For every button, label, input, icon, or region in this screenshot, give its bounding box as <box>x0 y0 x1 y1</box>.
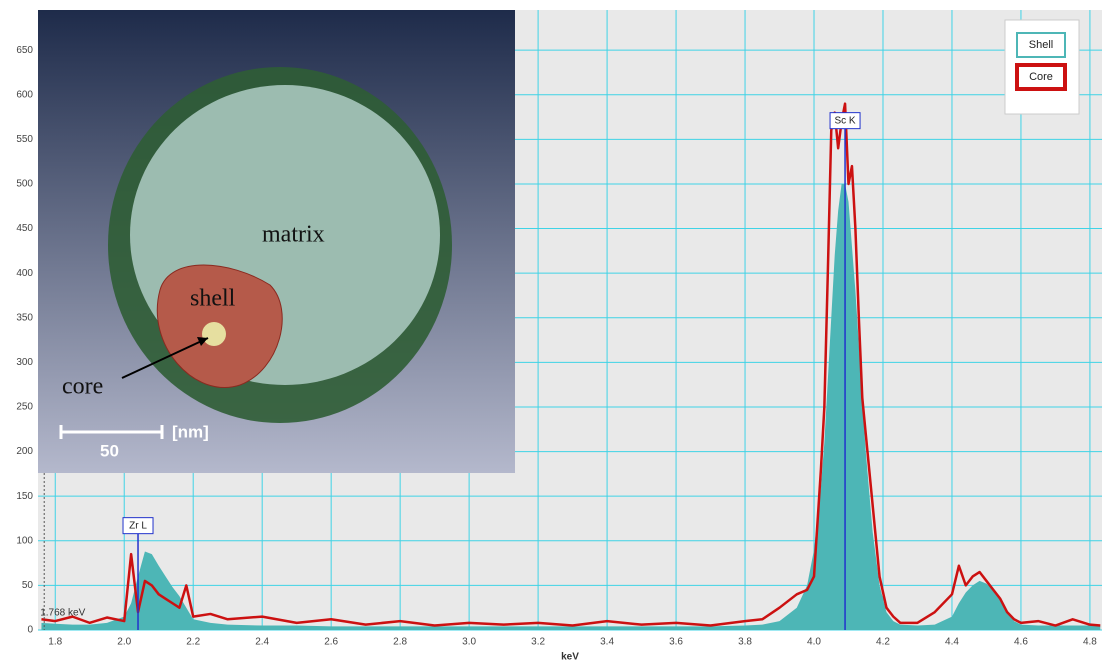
chart: 1.768 keV Zr L Sc K keV matrix shell core … <box>0 0 1102 664</box>
x-tick-label: 3.0 <box>462 637 476 648</box>
y-tick-label: 350 <box>16 312 33 323</box>
y-tick-label: 250 <box>16 402 33 413</box>
x-tick-label: 3.8 <box>738 637 752 648</box>
scale-unit: [nm] <box>172 422 209 441</box>
x-tick-label: 4.4 <box>945 637 959 648</box>
y-tick-label: 600 <box>16 89 33 100</box>
legend-label: Shell <box>1029 39 1053 51</box>
inset-image: matrix shell core 50 [nm] <box>38 10 515 473</box>
x-tick-label: 3.2 <box>531 637 545 648</box>
x-tick-label: 1.8 <box>48 637 62 648</box>
x-axis-label: keV <box>561 652 579 663</box>
x-tick-label: 4.0 <box>807 637 821 648</box>
y-tick-label: 0 <box>27 625 33 636</box>
x-tick-label: 4.8 <box>1083 637 1097 648</box>
x-tick-label: 2.0 <box>117 637 131 648</box>
x-tick-label: 4.6 <box>1014 637 1028 648</box>
y-tick-label: 500 <box>16 179 33 190</box>
cursor-label: 1.768 keV <box>40 608 85 619</box>
y-tick-label: 550 <box>16 134 33 145</box>
y-tick-label: 450 <box>16 223 33 234</box>
annotation-label: Sc K <box>834 115 855 126</box>
y-tick-label: 650 <box>16 45 33 56</box>
legend-label: Core <box>1029 71 1053 83</box>
annotation-label: Zr L <box>129 520 147 531</box>
x-tick-label: 2.8 <box>393 637 407 648</box>
legend: Shell Core <box>1005 20 1079 114</box>
matrix-label: matrix <box>262 222 325 248</box>
y-tick-label: 200 <box>16 446 33 457</box>
x-tick-label: 2.2 <box>186 637 200 648</box>
x-tick-label: 3.4 <box>600 637 614 648</box>
x-tick-label: 2.4 <box>255 637 269 648</box>
scale-value: 50 <box>100 441 119 460</box>
y-tick-label: 300 <box>16 357 33 368</box>
x-tick-label: 4.2 <box>876 637 890 648</box>
shell-label: shell <box>190 286 236 312</box>
y-tick-label: 150 <box>16 491 33 502</box>
x-tick-label: 3.6 <box>669 637 683 648</box>
y-tick-label: 100 <box>16 535 33 546</box>
x-tick-label: 2.6 <box>324 637 338 648</box>
core-label: core <box>62 374 103 400</box>
core-shape <box>202 322 226 346</box>
page: 1.768 keV Zr L Sc K keV matrix shell core … <box>0 0 1102 669</box>
y-tick-label: 400 <box>16 268 33 279</box>
y-tick-label: 50 <box>22 580 34 591</box>
